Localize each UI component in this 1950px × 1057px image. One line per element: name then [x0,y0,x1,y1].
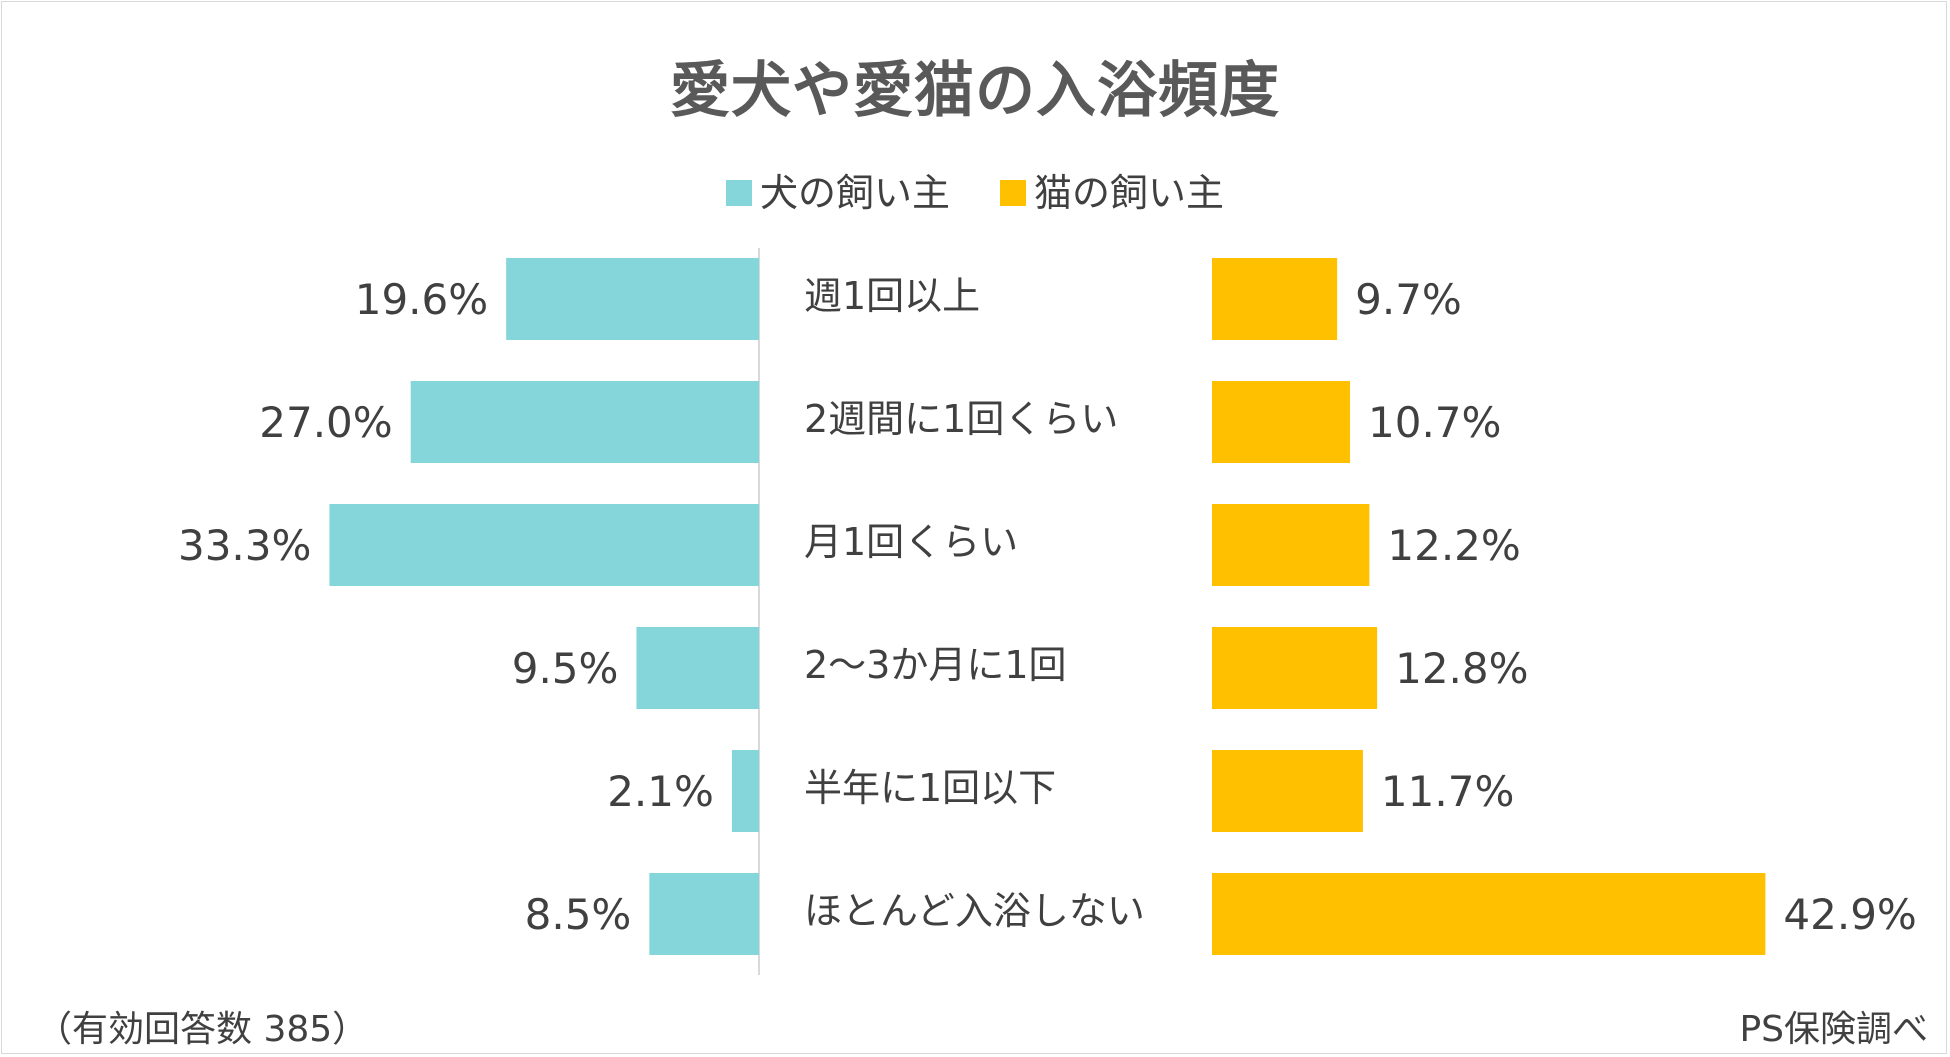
dog-bar [506,258,759,340]
legend-label-cat: 猫の飼い主 [1034,171,1225,215]
cat-value-label: 11.7% [1381,767,1514,816]
cat-bar [1212,627,1378,709]
legend-item-cat: 猫の飼い主 [1000,162,1224,217]
cat-bar [1212,750,1363,832]
cat-value-label: 9.7% [1355,275,1462,324]
cat-bar [1212,381,1351,463]
dog-value-label: 33.3% [178,521,311,570]
source-credit: PS保険調べ [1739,1009,1928,1050]
category-label: 半年に1回以下 [804,766,1056,810]
cat-bar [1212,873,1766,955]
cat-value-label: 42.9% [1783,890,1916,939]
dog-value-label: 9.5% [512,644,619,693]
legend-swatch-dog [725,179,752,206]
cat-value-label: 12.8% [1395,644,1528,693]
cat-bar [1212,258,1338,340]
dog-bar [649,873,759,955]
dog-value-label: 2.1% [607,767,714,816]
category-label: 月1回くらい [804,520,1018,564]
legend-label-dog: 犬の飼い主 [759,171,950,215]
dog-bar [731,750,759,832]
cat-value-label: 10.7% [1368,398,1501,447]
category-label: 週1回以上 [804,274,980,318]
dog-value-label: 8.5% [525,890,632,939]
footnote-response-count: （有効回答数 385） [36,1009,369,1050]
dog-bar [410,381,759,463]
legend: 犬の飼い主 猫の飼い主 [0,162,1950,217]
legend-swatch-cat [1000,179,1026,206]
chart-title: 愛犬や愛猫の入浴頻度 [670,56,1280,126]
legend-item-dog: 犬の飼い主 [725,162,950,217]
dog-value-label: 27.0% [259,398,392,447]
dog-bar [636,627,759,709]
cat-bar [1212,504,1370,586]
category-label: 2～3か月に1回 [804,643,1067,687]
category-label: ほとんど入浴しない [804,889,1145,933]
category-label: 2週間に1回くらい [804,397,1118,441]
cat-value-label: 12.2% [1387,521,1520,570]
dog-value-label: 19.6% [355,275,488,324]
dog-bar [329,504,759,586]
